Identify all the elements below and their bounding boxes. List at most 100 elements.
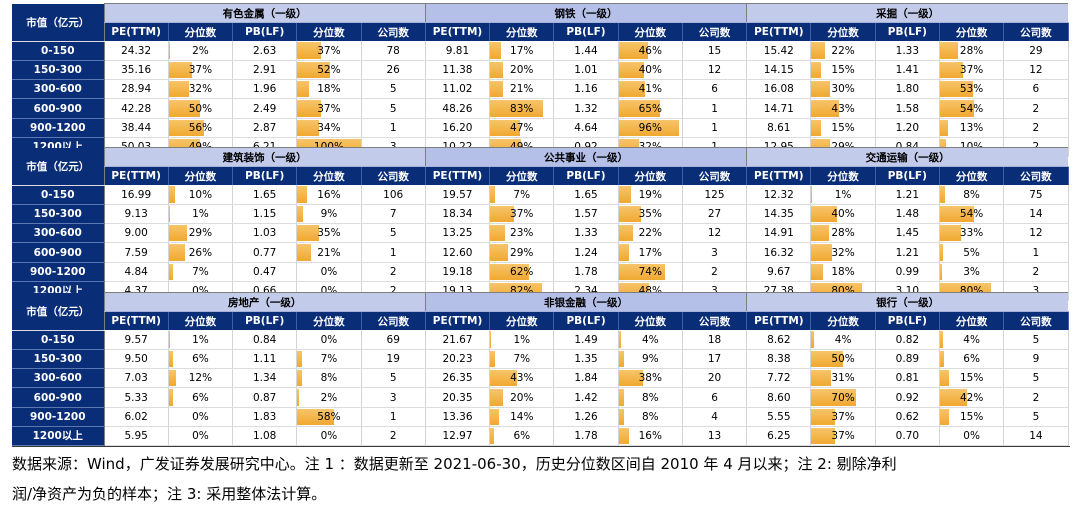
table-row: 300-600 28.94 32% 1.96 18% 5 11.02 21% 1.16 41% 6 1… [12,79,1069,100]
pb-lf-cell: 1.20 [875,118,940,138]
pb-lf-cell: 0.92 [875,387,941,408]
sector-title-transport: 交通运输（一级） [746,146,1069,168]
pb-percentile-cell: 53% [939,79,1005,100]
percentile-bar [811,42,826,60]
percentile-value: 8% [320,372,338,385]
percentile-value: 37% [510,208,534,221]
pe-ttm-cell: 13.36 [424,407,491,427]
percentile-bar [490,351,495,368]
market-cap-range-label: 1200以上 [12,426,104,447]
percentile-bar [618,81,645,98]
percentile-bar [939,263,942,280]
percentile-bar [490,331,491,349]
percentile-value: 18% [317,83,341,96]
pb-lf-cell: 0.87 [232,387,298,408]
pe-ttm-cell: 14.71 [746,98,812,119]
pb-percentile-cell: 40% [618,60,683,81]
pe-percentile-cell: 14% [489,407,555,427]
percentile-value: 38% [638,372,662,385]
pe-percentile-cell: 21% [489,79,555,100]
pe-ttm-cell: 21.67 [424,330,491,351]
company-count-cell: 26 [361,60,426,81]
percentile-value: 56% [188,121,213,134]
pb-percentile-cell: 9% [618,349,683,370]
pe-percentile-cell: 23% [489,223,555,244]
pb-lf-cell: 0.99 [875,262,940,282]
percentile-bar [811,119,821,136]
percentile-value: 28% [831,227,855,240]
percentile-bar [618,225,633,242]
pe-ttm-cell: 16.08 [746,79,812,100]
pe-ttm-cell: 5.55 [746,407,812,427]
column-header: 公司数 [1003,166,1069,186]
pe-percentile-cell: 29% [168,223,234,244]
percentile-value: 18% [831,265,855,278]
percentile-bar [168,206,170,223]
note-line-2: 润/净资产为负的样本；注 3: 采用整体法计算。 [12,485,327,503]
pe-ttm-cell: 28.94 [103,79,169,100]
pe-ttm-cell: 5.33 [103,387,169,408]
pe-ttm-cell: 12.97 [424,426,491,447]
pe-ttm-cell: 24.32 [103,41,169,62]
percentile-bar [618,408,624,425]
percentile-bar [811,81,831,98]
pb-lf-cell: 1.15 [232,204,298,225]
company-count-cell: 1 [682,118,748,138]
pb-lf-cell: 1.45 [875,223,940,244]
company-count-cell: 5 [361,98,426,119]
table-row: 900-1200 38.44 56% 2.87 34% 1 16.20 47% 4.64 96% 1… [12,118,1069,138]
percentile-value: 0% [320,429,338,442]
pb-lf-cell: 1.08 [232,426,298,447]
pb-percentile-cell: 54% [939,98,1005,119]
table-row: 150-300 9.50 6% 1.11 7% 19 20.23 7% 1.35 9% 17 8.38… [12,349,1069,370]
pb-percentile-cell: 6% [939,349,1005,370]
pb-lf-cell: 1.35 [553,349,619,370]
percentile-bar [939,62,964,79]
company-count-cell: 14 [1003,204,1069,225]
percentile-value: 12% [188,372,213,385]
percentile-value: 1% [192,333,209,346]
company-count-cell: 20 [682,368,748,389]
pb-lf-cell: 1.32 [553,98,619,119]
percentile-value: 37% [831,429,855,442]
percentile-bar [490,119,520,136]
company-count-cell: 5 [1003,330,1069,351]
percentile-value: 7% [513,353,531,366]
pe-percentile-cell: 15% [810,118,876,138]
column-header: 分位数 [810,311,876,331]
column-header: 分位数 [810,22,876,42]
percentile-value: 40% [831,208,855,221]
pe-percentile-cell: 32% [168,79,234,100]
column-header: PB(LF) [553,166,619,186]
percentile-bar [297,370,303,387]
pb-percentile-cell: 38% [618,368,683,389]
percentile-bar [490,244,509,261]
column-header: PE(TTM) [424,166,491,186]
percentile-bar [490,263,530,280]
column-header: PB(LF) [232,166,298,186]
pb-percentile-cell: 74% [618,262,683,282]
percentile-value: 5% [963,246,980,259]
percentile-value: 53% [959,83,984,96]
column-header: 分位数 [618,311,683,331]
pb-percentile-cell: 18% [296,79,362,100]
percentile-value: 10% [188,188,213,201]
column-header: PE(TTM) [103,166,169,186]
market-cap-header: 市值（亿元） [12,3,104,42]
pe-ttm-cell: 20.23 [424,349,491,370]
percentile-value: 4% [963,333,980,346]
percentile-bar [618,62,644,79]
pb-percentile-cell: 17% [618,242,683,263]
sector-title-nonbank: 非银金融（一级） [424,291,747,313]
sector-title-steel: 钢铁（一级） [424,2,747,24]
pe-ttm-cell: 14.35 [746,204,812,225]
percentile-bar [811,389,856,406]
pe-percentile-cell: 6% [168,349,234,370]
percentile-bar [618,186,631,204]
market-cap-range-label: 600-900 [12,98,104,119]
pb-percentile-cell: 34% [296,118,362,138]
market-cap-range-label: 900-1200 [12,262,104,282]
pe-percentile-cell: 37% [810,407,876,427]
pe-percentile-cell: 17% [489,41,555,62]
table-row: 600-900 42.28 50% 2.49 37% 5 48.26 83% 1.32 65% 1 1… [12,98,1069,119]
